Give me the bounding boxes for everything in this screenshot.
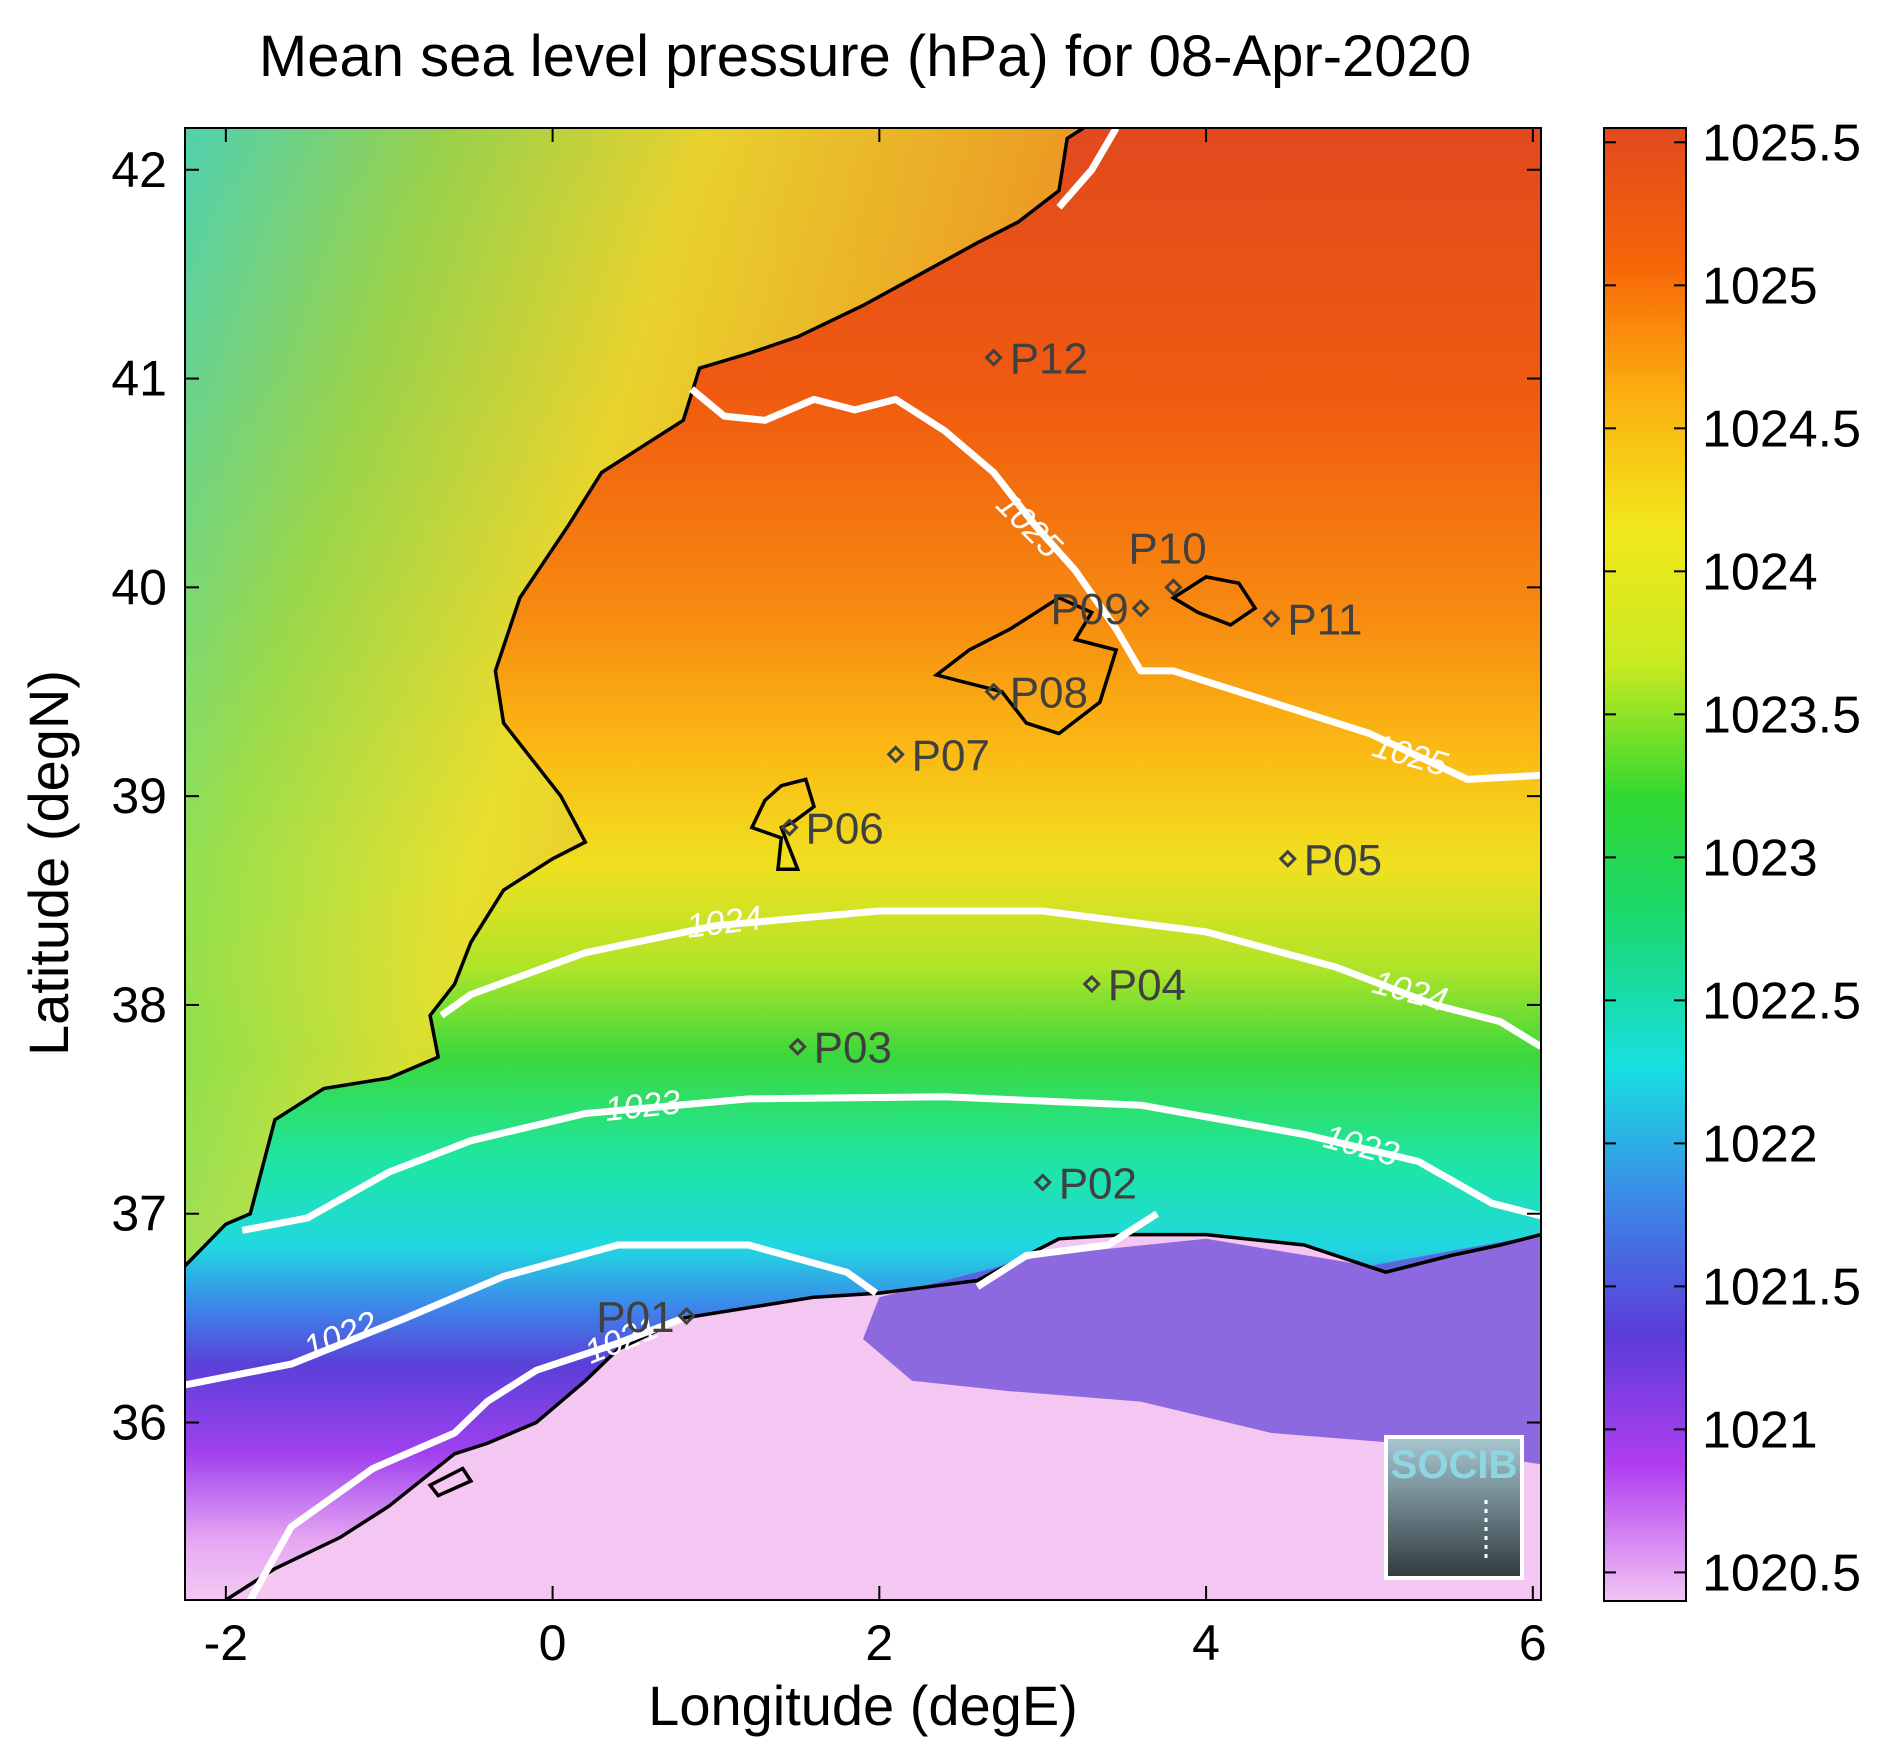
station-label: P01 — [596, 1293, 674, 1342]
station-marker — [780, 818, 799, 837]
y-tick-label: 40 — [111, 559, 167, 615]
x-axis-label: Longitude (degE) — [648, 1674, 1078, 1737]
coastlines — [185, 128, 1541, 1600]
y-axis-label: Latitude (degN) — [17, 670, 80, 1056]
station-marker — [677, 1306, 696, 1326]
contour-label-1023: 1023 — [603, 1083, 682, 1129]
contour-label-1024: 1024 — [684, 899, 764, 946]
station-label: P03 — [814, 1024, 892, 1073]
y-tick-label: 37 — [111, 1186, 167, 1242]
station-label: P05 — [1304, 836, 1382, 885]
station-label: P12 — [1010, 335, 1088, 384]
x-tick-label: 6 — [1519, 1615, 1547, 1671]
station-p06: P06 — [780, 804, 884, 853]
cbar-tick-label: 1024.5 — [1702, 400, 1861, 458]
colorbar-ticks: 1020.5 1021 1021.5 1022 1022.5 1023 1023.5 1024… — [1604, 114, 1861, 1602]
y-tick-label: 38 — [111, 977, 167, 1033]
cbar-tick-label: 1023 — [1702, 829, 1818, 887]
island-outline-1 — [1170, 575, 1258, 627]
x-tick-label: 2 — [865, 1615, 893, 1671]
cbar-tick-label: 1025.5 — [1702, 114, 1861, 172]
contour-1024 — [439, 907, 1541, 1050]
contour-1025 — [1056, 128, 1120, 210]
station-label: P04 — [1108, 961, 1186, 1010]
station-marker — [1262, 609, 1281, 628]
contour-1025 — [689, 386, 1541, 783]
cbar-tick-label: 1021.5 — [1702, 1258, 1861, 1316]
station-marker — [886, 745, 905, 764]
station-p02: P02 — [1033, 1159, 1137, 1208]
station-p11: P11 — [1262, 596, 1362, 645]
contour-1022 — [975, 1210, 1159, 1290]
land-iberia-shade — [185, 128, 1084, 1266]
station-label: P07 — [912, 731, 990, 780]
station-label: P10 — [1128, 524, 1206, 573]
cbar-tick-label: 1022 — [1702, 1115, 1818, 1173]
socib-logo-text: SOCIB — [1391, 1443, 1518, 1487]
station-label: P06 — [805, 804, 883, 853]
socib-logo: SOCIB — [1384, 1435, 1524, 1580]
map-frame — [184, 127, 1542, 1601]
cbar-tick-label: 1024 — [1702, 543, 1818, 601]
x-tick-label: -2 — [204, 1615, 248, 1671]
station-marker — [1131, 599, 1150, 618]
cbar-tick-label: 1025 — [1702, 257, 1818, 315]
station-marker — [1082, 974, 1101, 994]
station-p03: P03 — [788, 1024, 892, 1073]
station-p09: P09 — [1050, 585, 1150, 634]
cbar-tick-label: 1022.5 — [1702, 972, 1861, 1030]
station-marker — [984, 682, 1003, 701]
land-africa-patches — [863, 1234, 1541, 1465]
contour-1022 — [185, 1241, 879, 1389]
colorbar-bar — [1603, 127, 1687, 1602]
land-shading — [185, 128, 1541, 1600]
cbar-tick-label: 1023.5 — [1702, 686, 1861, 744]
y-tick-label: 41 — [111, 351, 167, 407]
island-outline-3 — [427, 1466, 474, 1498]
station-p08: P08 — [984, 669, 1088, 718]
station-p07: P07 — [886, 731, 990, 780]
station-marker — [788, 1037, 807, 1056]
x-axis-ticks: -2 0 2 4 6 — [204, 128, 1547, 1671]
station-p12: P12 — [984, 335, 1088, 384]
x-tick-label: 4 — [1192, 1615, 1220, 1671]
station-marker — [1164, 578, 1183, 597]
cbar-tick-label: 1021 — [1702, 1401, 1818, 1459]
contour-1023 — [241, 1093, 1541, 1234]
station-label: P02 — [1059, 1159, 1137, 1208]
x-tick-label: 0 — [539, 1615, 567, 1671]
station-label: P09 — [1050, 585, 1128, 634]
station-p10: P10 — [1128, 524, 1207, 597]
cbar-tick-label: 1020.5 — [1702, 1544, 1861, 1602]
y-axis-ticks: 36 37 38 39 40 41 42 — [111, 142, 1541, 1451]
y-tick-label: 36 — [111, 1395, 167, 1451]
chart-title: Mean sea level pressure (hPa) for 08-Apr… — [259, 24, 1471, 89]
station-p01: P01 — [596, 1293, 696, 1342]
coastline-0 — [185, 128, 1085, 1268]
coastline-1 — [224, 1232, 1541, 1600]
y-tick-label: 42 — [111, 142, 167, 198]
y-tick-label: 39 — [111, 768, 167, 824]
contour-1021 — [247, 1314, 685, 1600]
station-label: P11 — [1287, 596, 1362, 645]
station-label: P08 — [1010, 669, 1088, 718]
station-marker — [1033, 1173, 1052, 1192]
colorbar: 1020.5 1021 1021.5 1022 1022.5 1023 1023.5 1024… — [1603, 114, 1861, 1602]
island-outline-2 — [749, 777, 817, 871]
station-p05: P05 — [1278, 836, 1382, 885]
station-marker — [984, 348, 1003, 367]
station-p04: P04 — [1082, 961, 1186, 1010]
station-marker — [1278, 849, 1297, 868]
